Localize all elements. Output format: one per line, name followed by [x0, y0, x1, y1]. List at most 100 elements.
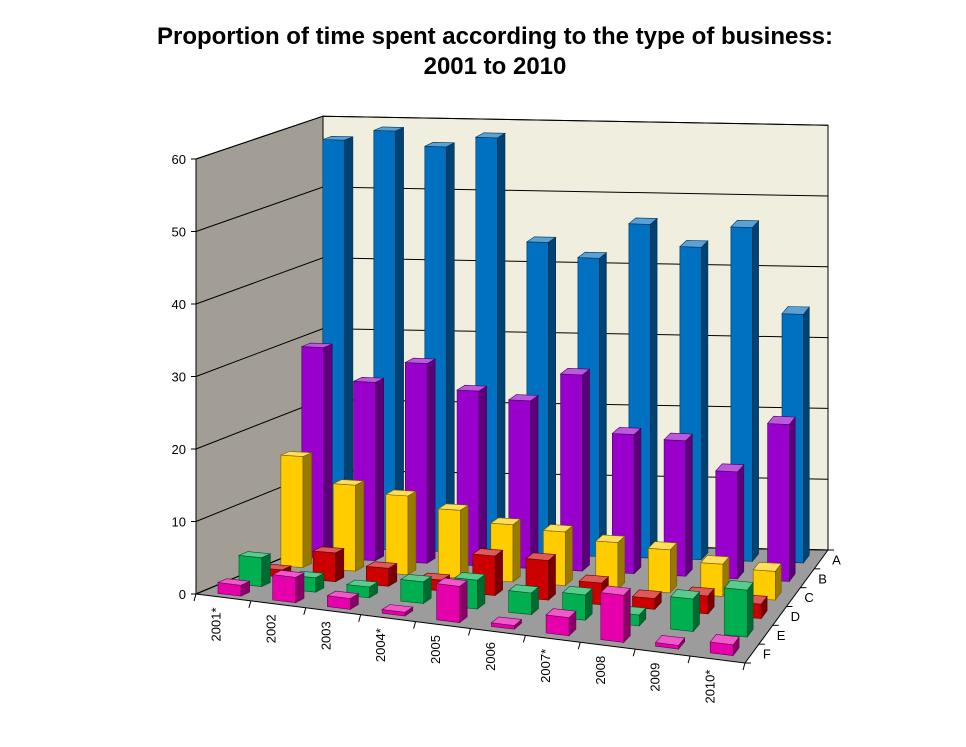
x-category-label: 2008 — [593, 656, 608, 685]
series-label: D — [791, 609, 800, 624]
bar-top — [216, 578, 251, 586]
bar-top — [474, 132, 507, 139]
chart-subtitle: 2001 to 2010 — [423, 53, 567, 80]
bar-side — [530, 394, 539, 570]
bar — [280, 451, 312, 568]
x-category-label: 2002 — [263, 614, 278, 643]
bar-side — [261, 553, 271, 588]
bar — [437, 503, 470, 579]
bar-side — [323, 343, 333, 559]
bar-top — [766, 415, 796, 425]
x-tick-mark — [303, 607, 307, 615]
bar-top — [631, 589, 662, 599]
series-label: A — [832, 552, 841, 567]
x-tick-mark — [522, 635, 526, 643]
x-tick-mark — [193, 593, 197, 602]
y-tick-label: 30 — [172, 370, 186, 385]
series-label: B — [818, 571, 827, 586]
y-tick-label: 10 — [172, 515, 186, 530]
x-category-label: 2005 — [428, 635, 443, 664]
bar-side — [700, 240, 709, 561]
bar-top — [384, 489, 417, 497]
bar-front — [767, 423, 790, 582]
bar-top — [332, 479, 365, 486]
bar-top — [437, 503, 470, 511]
bar — [709, 634, 740, 657]
bar-side — [426, 358, 436, 564]
bar-top — [326, 590, 360, 599]
series-C — [280, 451, 782, 601]
bar-front — [600, 592, 625, 643]
bar-top — [373, 126, 404, 132]
bar — [715, 463, 745, 580]
bar-top — [752, 561, 782, 572]
bar-front — [670, 596, 694, 632]
bar-side — [617, 535, 626, 590]
bar — [663, 432, 693, 577]
bar-side — [394, 126, 404, 551]
bar-top — [399, 574, 433, 583]
bar-side — [685, 433, 693, 577]
bar-side — [355, 480, 365, 572]
bar — [600, 585, 631, 644]
x-tick-mark — [632, 649, 636, 657]
bar-top — [525, 236, 557, 243]
bar-top — [669, 589, 701, 600]
bar-top — [456, 384, 488, 392]
x-category-label: 2003 — [318, 621, 333, 650]
y-tick-label: 40 — [172, 297, 186, 312]
series-label: E — [777, 628, 786, 643]
bar — [669, 589, 701, 633]
bar-front — [272, 574, 297, 604]
bar-side — [494, 549, 503, 597]
bar-side — [302, 452, 312, 568]
x-tick-mark — [413, 621, 417, 629]
x-tick-mark — [742, 662, 746, 671]
bar — [631, 589, 662, 611]
x-category-label: 2001* — [208, 607, 223, 641]
bar-side — [295, 572, 305, 604]
bar — [490, 616, 523, 630]
chart-title: Proportion of time spent according to th… — [0, 22, 966, 82]
bar-top — [365, 561, 398, 569]
y-tick-label: 20 — [172, 442, 186, 457]
bar-top — [507, 394, 539, 402]
bar-top — [578, 574, 610, 584]
bar-top — [453, 572, 486, 581]
bar — [723, 579, 754, 638]
bar-front — [436, 583, 461, 623]
bar-top — [663, 432, 693, 442]
bar-top — [525, 552, 557, 561]
bar — [595, 534, 626, 590]
bar-top — [715, 463, 745, 473]
x-tick-mark — [468, 628, 471, 636]
bar-top — [237, 551, 272, 559]
bar-side — [459, 580, 468, 624]
gridline — [195, 115, 829, 160]
bar-side — [788, 416, 796, 583]
bar — [559, 367, 591, 572]
series-label: C — [804, 590, 813, 605]
bar-side — [581, 368, 590, 572]
bar-side — [547, 236, 557, 556]
bar-top — [471, 548, 504, 557]
bar-top — [730, 219, 760, 228]
bar — [326, 590, 360, 610]
y-tick-label: 60 — [172, 152, 186, 167]
bar — [435, 577, 468, 624]
bar — [647, 541, 678, 594]
bar-top — [595, 534, 626, 543]
x-tick-mark — [358, 614, 362, 622]
bar — [507, 584, 540, 616]
bar-side — [445, 142, 455, 553]
bar-front — [437, 508, 461, 579]
bar-top — [679, 240, 709, 248]
x-category-label: 2010* — [703, 670, 718, 704]
x-tick-mark — [687, 655, 691, 664]
bar — [237, 551, 272, 588]
x-tick-mark — [248, 600, 252, 609]
bar-front — [647, 547, 671, 594]
bar-side — [803, 306, 810, 564]
y-tick-label: 0 — [179, 587, 186, 602]
